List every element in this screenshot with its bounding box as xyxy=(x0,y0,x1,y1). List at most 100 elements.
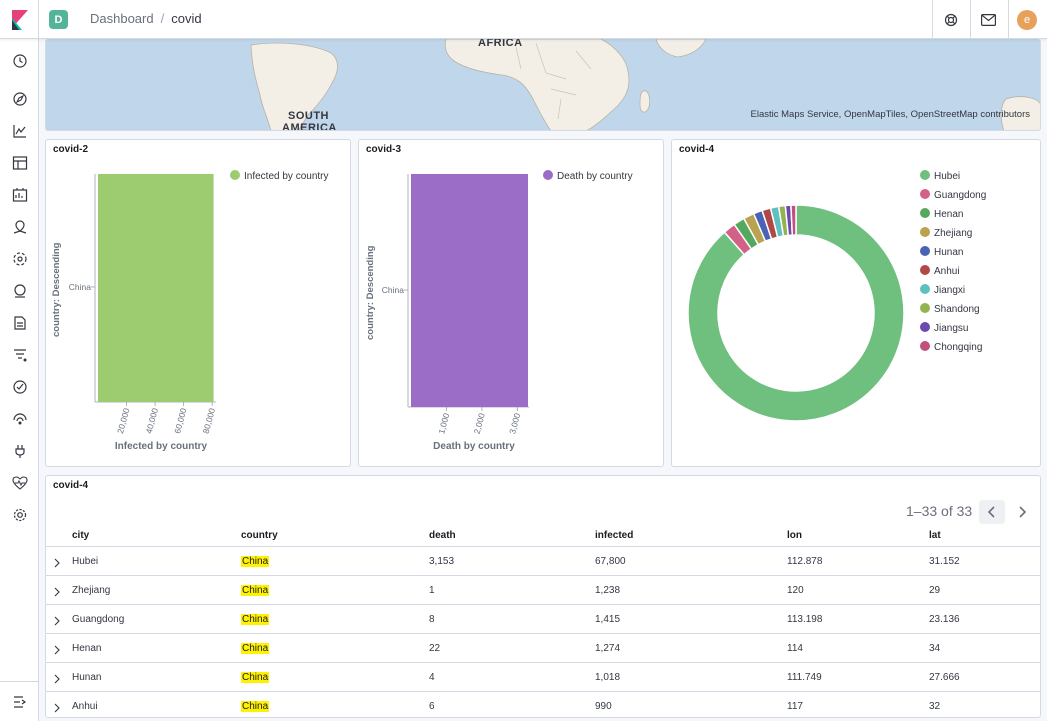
chevron-right-icon xyxy=(54,587,60,597)
panel-title: covid-3 xyxy=(366,144,402,155)
city-cell-value: Hubei xyxy=(72,556,99,567)
next-page-button[interactable] xyxy=(1009,500,1035,524)
collapse-nav-button[interactable] xyxy=(0,681,39,721)
table-row[interactable]: Anhui China 6 990 117 32 xyxy=(46,692,1040,717)
map-label-america: AMERICA xyxy=(282,122,337,131)
table-row[interactable]: Guangdong China 8 1,415 113.198 23.136 xyxy=(46,605,1040,634)
map-attribution[interactable]: Elastic Maps Service, OpenMapTiles, Open… xyxy=(750,109,1031,120)
collapse-menu-icon xyxy=(13,695,26,708)
infected-cell: 1,274 xyxy=(595,643,620,654)
expand-row-button[interactable] xyxy=(52,613,62,626)
legend-label[interactable]: Shandong xyxy=(934,304,980,315)
help-icon[interactable] xyxy=(941,10,960,29)
newsfeed-mail-icon[interactable] xyxy=(979,10,998,29)
infected-cell-value: 67,800 xyxy=(595,556,626,567)
metrics-icon[interactable] xyxy=(12,283,28,299)
legend-label[interactable]: Death by country xyxy=(557,171,633,182)
expand-row-button[interactable] xyxy=(52,584,62,597)
table-row[interactable]: Zhejiang China 1 1,238 120 29 xyxy=(46,576,1040,605)
logs-icon[interactable] xyxy=(12,315,28,331)
breadcrumb-dashboard[interactable]: Dashboard xyxy=(90,11,154,26)
legend-swatch xyxy=(920,265,930,275)
chevron-right-icon xyxy=(54,616,60,626)
x-axis-tick-label: 40,000 xyxy=(144,407,160,435)
death-cell: 22 xyxy=(429,643,440,654)
death-cell-value: 1 xyxy=(429,585,435,596)
expand-row-button[interactable] xyxy=(52,642,62,655)
canvas-icon[interactable] xyxy=(12,187,28,203)
donut-chart-panel: covid-4 Hubei Guangdong Henan Zhejiang Hunan… xyxy=(671,139,1041,467)
x-axis-label: Infected by country xyxy=(115,441,208,452)
lon-cell: 120 xyxy=(787,585,804,596)
kibana-logo[interactable] xyxy=(0,0,39,39)
lon-cell: 112.878 xyxy=(787,556,822,567)
space-avatar[interactable]: D xyxy=(49,10,68,29)
legend-label[interactable]: Jiangsu xyxy=(934,323,968,334)
map-panel[interactable]: AFRICA SOUTH AMERICA Elastic Maps Servic… xyxy=(45,39,1041,131)
user-avatar[interactable]: e xyxy=(1017,10,1037,30)
table-row[interactable]: Hubei China 3,153 67,800 112.878 31.152 xyxy=(46,547,1040,576)
map-label-south: SOUTH xyxy=(288,110,329,122)
lon-cell-value: 111.749 xyxy=(787,672,822,683)
expand-row-button[interactable] xyxy=(52,671,62,684)
country-cell-value: China xyxy=(241,672,270,683)
table-row[interactable]: Henan China 22 1,274 114 34 xyxy=(46,634,1040,663)
visualize-chart-icon[interactable] xyxy=(12,123,28,139)
previous-page-button[interactable] xyxy=(979,500,1005,524)
expand-row-button[interactable] xyxy=(52,700,62,713)
legend-label[interactable]: Zhejiang xyxy=(934,228,972,239)
recently-viewed-clock-icon[interactable] xyxy=(12,53,28,69)
apm-icon[interactable] xyxy=(12,347,28,363)
infected-cell: 1,238 xyxy=(595,585,620,596)
breadcrumb: Dashboard / covid xyxy=(90,11,202,26)
siem-icon[interactable] xyxy=(12,411,28,427)
donut-slice-hubei[interactable] xyxy=(687,204,905,422)
country-cell: China xyxy=(241,585,270,596)
dev-tools-icon[interactable] xyxy=(12,443,28,459)
x-axis-tick-label: 20,000 xyxy=(115,407,131,435)
legend-label[interactable]: Hunan xyxy=(934,247,963,258)
country-cell: China xyxy=(241,614,270,625)
legend-label[interactable]: Henan xyxy=(934,209,963,220)
legend-swatch xyxy=(920,227,930,237)
bar-china[interactable] xyxy=(411,174,528,407)
header-divider xyxy=(46,546,1040,547)
management-gear-icon[interactable] xyxy=(12,507,28,523)
city-cell: Zhejiang xyxy=(72,585,110,596)
discover-compass-icon[interactable] xyxy=(12,91,28,107)
column-header-lon[interactable]: lon xyxy=(787,530,802,541)
x-axis-tick-label: 3,000 xyxy=(507,412,522,435)
column-header-infected[interactable]: infected xyxy=(595,530,634,541)
lat-cell: 29 xyxy=(929,585,940,596)
bar-china[interactable] xyxy=(98,174,214,402)
dashboard-icon[interactable] xyxy=(12,155,28,171)
table-row[interactable]: Hunan China 4 1,018 111.749 27.666 xyxy=(46,663,1040,692)
legend-label[interactable]: Hubei xyxy=(934,171,960,182)
column-header-city[interactable]: city xyxy=(72,530,90,541)
expand-row-button[interactable] xyxy=(52,555,62,568)
world-map[interactable]: AFRICA SOUTH AMERICA xyxy=(46,39,1041,131)
city-cell-value: Guangdong xyxy=(72,614,125,625)
lat-cell-value: 29 xyxy=(929,585,941,596)
lat-cell: 34 xyxy=(929,643,940,654)
legend-label[interactable]: Guangdong xyxy=(934,190,986,201)
infected-cell: 990 xyxy=(595,701,612,712)
legend-label[interactable]: Infected by country xyxy=(244,171,329,182)
column-header-country[interactable]: country xyxy=(241,530,278,541)
ml-icon[interactable] xyxy=(12,251,28,267)
legend-swatch xyxy=(920,322,930,332)
uptime-icon[interactable] xyxy=(12,379,28,395)
maps-icon[interactable] xyxy=(12,219,28,235)
column-header-lat[interactable]: lat xyxy=(929,530,941,541)
death-cell: 4 xyxy=(429,672,435,683)
death-cell-value: 3,153 xyxy=(429,556,455,567)
legend-label[interactable]: Jiangxi xyxy=(934,285,965,296)
donut-slice-chongqing[interactable] xyxy=(790,204,797,236)
legend-swatch xyxy=(230,170,240,180)
lat-cell: 32 xyxy=(929,701,940,712)
legend-label[interactable]: Anhui xyxy=(934,266,960,277)
legend-label[interactable]: Chongqing xyxy=(934,342,982,353)
infected-cell-value: 1,274 xyxy=(595,643,621,654)
monitoring-heartbeat-icon[interactable] xyxy=(12,475,28,491)
column-header-death[interactable]: death xyxy=(429,530,456,541)
